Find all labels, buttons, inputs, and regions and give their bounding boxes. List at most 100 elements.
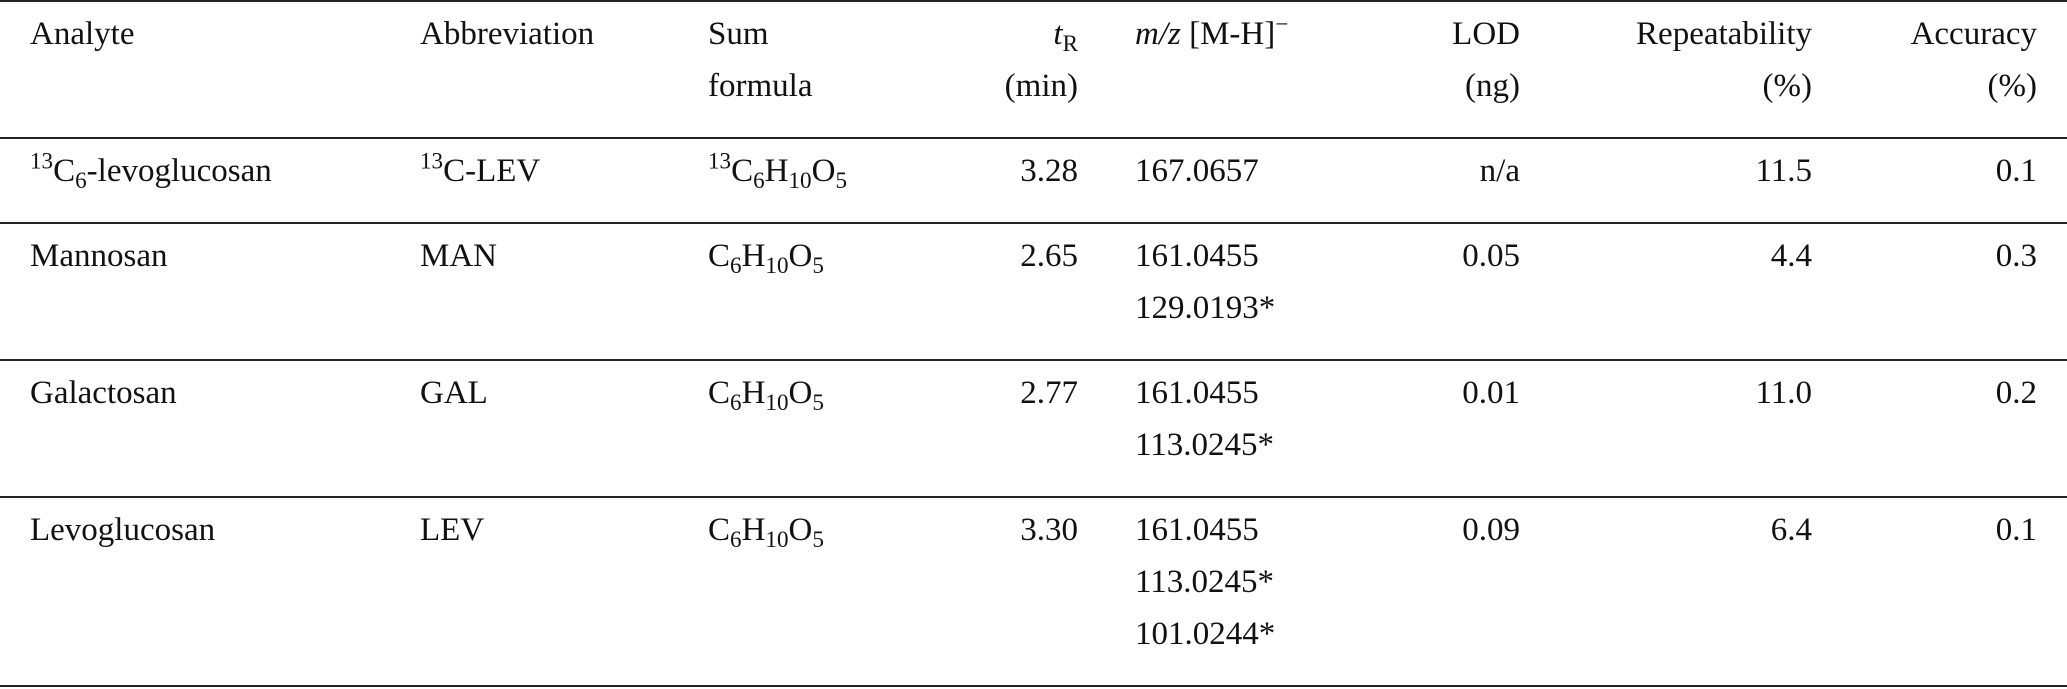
text-segment: t bbox=[1053, 16, 1063, 52]
cell-line: (min) bbox=[1004, 68, 1078, 104]
table-cell: 11.0 bbox=[1755, 367, 1812, 419]
table-cell: Galactosan bbox=[30, 367, 177, 419]
cell-line: 161.0455 bbox=[1135, 238, 1259, 274]
header-cell: Repeatability (%) bbox=[1636, 8, 1812, 112]
header-cell: LOD (ng) bbox=[1452, 8, 1520, 112]
cell-line: 161.0455 bbox=[1135, 375, 1259, 411]
text-segment: O bbox=[811, 153, 836, 189]
cell-line: 3.28 bbox=[1020, 153, 1078, 189]
table-cell: 13C6H10O5 bbox=[708, 145, 847, 197]
table-cell: C6H10O5 bbox=[708, 504, 824, 556]
text-segment: H bbox=[741, 238, 766, 274]
cell-line: 0.2 bbox=[1995, 375, 2037, 411]
cell-line: 101.0244* bbox=[1135, 616, 1276, 652]
text-segment: C bbox=[731, 153, 754, 189]
table-cell: 2.77 bbox=[1020, 367, 1078, 419]
cell-line: 2.77 bbox=[1020, 375, 1078, 411]
table-cell: 2.65 bbox=[1020, 230, 1078, 282]
cell-line: Accuracy bbox=[1910, 16, 2037, 52]
cell-line: 6.4 bbox=[1770, 512, 1812, 548]
text-segment: 13 bbox=[420, 147, 444, 174]
table-cell: 0.01 bbox=[1462, 367, 1520, 419]
text-segment: 6 bbox=[753, 166, 765, 193]
text-segment: C bbox=[708, 512, 731, 548]
cell-line: (ng) bbox=[1465, 68, 1520, 104]
table-cell: 161.0455 113.0245* 101.0244* bbox=[1135, 504, 1275, 660]
table-cell: 0.05 bbox=[1462, 230, 1520, 282]
cell-line: 167.0657 bbox=[1135, 153, 1259, 189]
table-cell: n/a bbox=[1480, 145, 1520, 197]
text-segment: 5 bbox=[835, 166, 847, 193]
cell-line: 0.01 bbox=[1462, 375, 1520, 411]
text-segment: 6 bbox=[730, 388, 742, 415]
table-cell: 4.4 bbox=[1771, 230, 1812, 282]
cell-line: 11.5 bbox=[1755, 153, 1812, 189]
cell-line: 0.09 bbox=[1462, 512, 1520, 548]
text-segment: C bbox=[708, 238, 731, 274]
text-segment: O bbox=[788, 375, 813, 411]
table-rule bbox=[0, 359, 2067, 361]
cell-line: 13C-LEV bbox=[420, 145, 540, 197]
cell-line: 129.0193* bbox=[1135, 290, 1276, 326]
text-segment: 10 bbox=[765, 525, 789, 552]
text-segment: O bbox=[788, 238, 813, 274]
text-segment: 10 bbox=[765, 388, 789, 415]
cell-line: MAN bbox=[420, 238, 498, 274]
text-segment: O bbox=[788, 512, 813, 548]
table-cell: 0.09 bbox=[1462, 504, 1520, 556]
cell-line: C6H10O5 bbox=[708, 230, 824, 282]
table-rule bbox=[0, 496, 2067, 498]
cell-line: 4.4 bbox=[1770, 238, 1812, 274]
table-cell: 11.5 bbox=[1755, 145, 1812, 197]
cell-line: 113.0245* bbox=[1135, 564, 1275, 600]
text-segment: 13 bbox=[30, 147, 54, 174]
table-rule bbox=[0, 685, 2067, 687]
cell-line: 0.1 bbox=[1995, 512, 2037, 548]
cell-line: Sum bbox=[708, 16, 769, 52]
table-cell: C6H10O5 bbox=[708, 367, 824, 419]
cell-line: 2.65 bbox=[1020, 238, 1078, 274]
cell-line: m/z [M-H]− bbox=[1135, 8, 1288, 60]
text-segment: 6 bbox=[730, 525, 742, 552]
text-segment: 5 bbox=[812, 525, 824, 552]
text-segment: -levoglucosan bbox=[86, 153, 272, 189]
cell-line: 13C6-levoglucosan bbox=[30, 145, 272, 197]
table-rule bbox=[0, 137, 2067, 139]
table-cell: LEV bbox=[420, 504, 484, 556]
cell-line: Galactosan bbox=[30, 375, 177, 411]
text-segment: 6 bbox=[730, 251, 742, 278]
cell-line: 11.0 bbox=[1755, 375, 1812, 411]
text-segment: 13 bbox=[708, 147, 732, 174]
cell-line: (%) bbox=[1762, 68, 1812, 104]
text-segment: m/z bbox=[1135, 16, 1181, 52]
table-cell: 13C6-levoglucosan bbox=[30, 145, 272, 197]
cell-line: 13C6H10O5 bbox=[708, 145, 847, 197]
cell-line: Abbreviation bbox=[420, 16, 595, 52]
text-segment: C bbox=[53, 153, 76, 189]
cell-line: C6H10O5 bbox=[708, 367, 824, 419]
cell-line: Analyte bbox=[30, 16, 135, 52]
table-cell: 6.4 bbox=[1771, 504, 1812, 556]
header-cell: m/z [M-H]− bbox=[1135, 8, 1288, 60]
text-segment: C-LEV bbox=[443, 153, 541, 189]
text-segment: H bbox=[741, 512, 766, 548]
text-segment: H bbox=[764, 153, 789, 189]
text-segment: R bbox=[1062, 29, 1078, 56]
header-cell: Abbreviation bbox=[420, 8, 594, 60]
text-segment: − bbox=[1275, 10, 1289, 37]
text-segment: 6 bbox=[75, 166, 87, 193]
cell-line: LOD bbox=[1452, 16, 1520, 52]
table-cell: MAN bbox=[420, 230, 497, 282]
table-cell: 3.30 bbox=[1020, 504, 1078, 556]
table-rule bbox=[0, 0, 2067, 2]
text-segment: 10 bbox=[788, 166, 812, 193]
text-segment: [M-H] bbox=[1180, 16, 1276, 52]
cell-line: 113.0245* bbox=[1135, 427, 1275, 463]
cell-line: 0.1 bbox=[1995, 153, 2037, 189]
header-cell: tR (min) bbox=[1005, 8, 1078, 112]
cell-line: formula bbox=[708, 68, 813, 104]
text-segment: H bbox=[741, 375, 766, 411]
cell-line: 3.30 bbox=[1020, 512, 1078, 548]
cell-line: LEV bbox=[420, 512, 485, 548]
